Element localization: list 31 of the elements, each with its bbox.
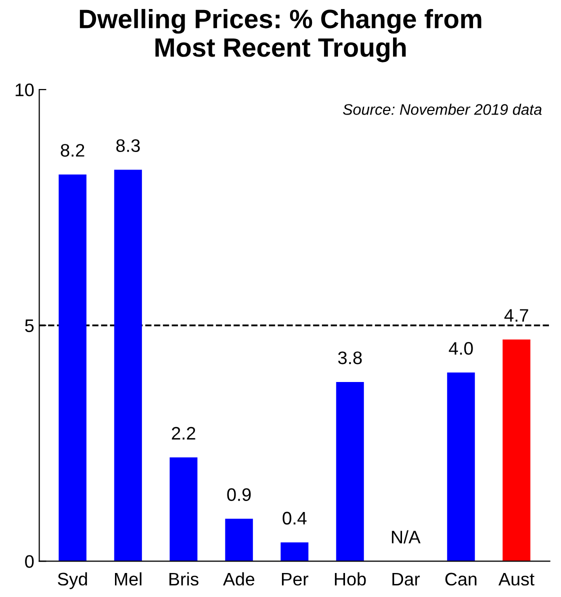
data-label: 0.9: [227, 488, 251, 502]
bar: [58, 174, 86, 562]
x-tick-label: Per: [282, 572, 308, 586]
bar: [114, 170, 142, 562]
bar: [280, 542, 308, 562]
data-label: 0.4: [282, 512, 307, 525]
bar: [447, 372, 475, 562]
y-tick-label: 5: [25, 319, 34, 332]
bar: [225, 518, 253, 562]
data-label: 8.2: [60, 144, 84, 157]
x-tick-label: Dar: [392, 572, 420, 586]
text: N/A: [392, 530, 421, 544]
x-tick-label: Bris: [169, 572, 198, 586]
data-label: 2.2: [172, 426, 196, 440]
bar: [170, 457, 198, 562]
data-label: 3.8: [338, 351, 362, 364]
x-tick-label: Syd: [58, 572, 87, 590]
annotation: Source: November 2019 data: [342, 104, 542, 115]
x-tick-label: Can: [445, 572, 476, 586]
data-label: 4.7: [504, 309, 528, 322]
x-tick-label: Hob: [334, 572, 366, 586]
data-label: 8.3: [116, 139, 140, 152]
data-label: 4.0: [448, 342, 473, 355]
x-tick-label: Aust: [498, 572, 534, 586]
y-tick-label: 0: [25, 555, 34, 568]
chart-title: Dwelling Prices: % Change from Most Recent Trough: [80, 8, 482, 62]
x-tick-label: Mel: [114, 572, 142, 586]
x-tick-label: Ade: [223, 572, 254, 586]
bar: [336, 382, 364, 562]
bar: [502, 340, 530, 562]
y-tick-label: 10: [16, 83, 34, 96]
